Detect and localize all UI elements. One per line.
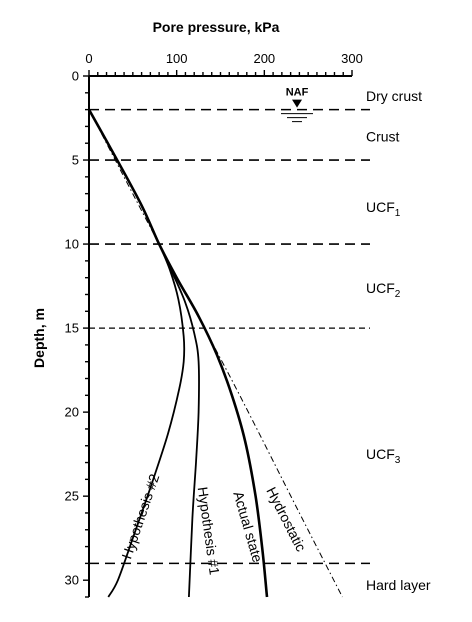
layer-label: UCF2 xyxy=(366,280,401,300)
y-tick-label: 20 xyxy=(65,405,79,420)
series-label-hypothesis-2: Hypothesis #2 xyxy=(118,472,162,561)
layer-label: Dry crust xyxy=(366,88,422,104)
y-axis-title: Depth, m xyxy=(31,308,47,368)
y-tick-label: 5 xyxy=(72,153,79,168)
x-tick-label: 200 xyxy=(253,51,275,66)
y-tick-label: 10 xyxy=(65,237,79,252)
y-tick-label: 0 xyxy=(72,69,79,84)
layer-label: Hard layer xyxy=(366,577,431,593)
layer-label: UCF3 xyxy=(366,446,401,466)
layer-boundaries xyxy=(89,108,370,565)
y-tick-label: 30 xyxy=(65,573,79,588)
x-tick-label: 0 xyxy=(85,51,92,66)
water-table-triangle-icon xyxy=(292,99,302,108)
series-curves xyxy=(87,108,343,598)
x-axis-title: Pore pressure, kPa xyxy=(153,19,280,35)
axes xyxy=(88,75,352,597)
series-line-hydrostatic xyxy=(88,109,343,598)
x-tick-label: 300 xyxy=(341,51,363,66)
y-tick-label: 15 xyxy=(65,321,79,336)
layer-label: UCF1 xyxy=(366,199,401,219)
y-tick-label: 25 xyxy=(65,489,79,504)
x-tick-label: 100 xyxy=(166,51,188,66)
series-label-hypothesis-1: Hypothesis #1 xyxy=(195,486,223,576)
naf-label: NAF xyxy=(286,87,309,99)
ticks: 0 100 200 300 0 5 10 15 20 25 30 xyxy=(65,51,363,598)
layer-label: Crust xyxy=(366,129,400,145)
series-line-hypothesis-2 xyxy=(88,109,186,598)
groundwater-level-marker: NAF xyxy=(281,87,313,123)
